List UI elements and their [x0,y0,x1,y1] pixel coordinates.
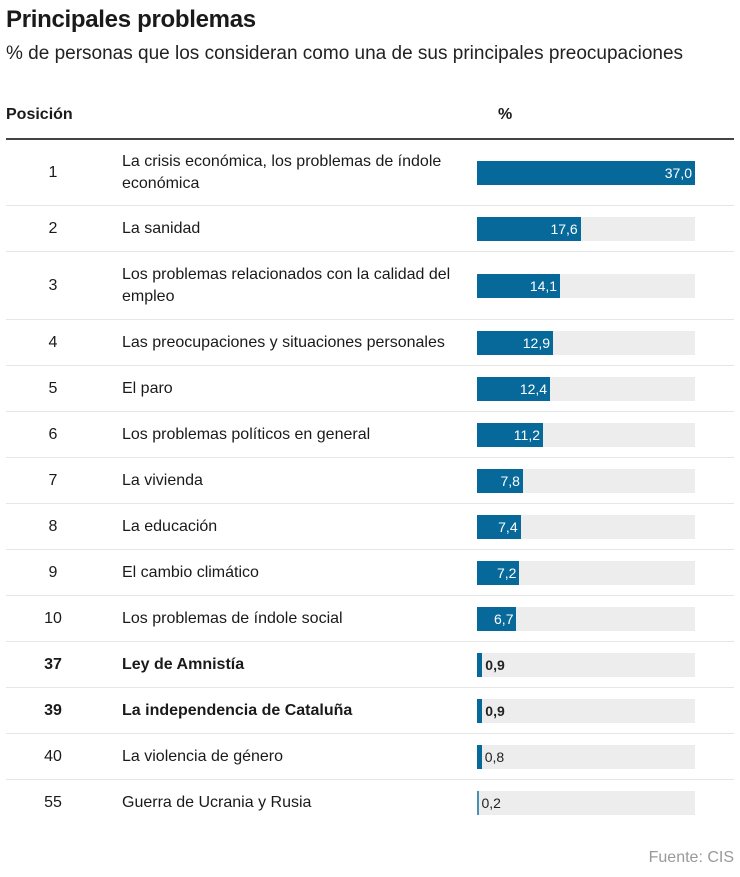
row-label: El cambio climático [122,563,259,581]
table-row: 55 Guerra de Ucrania y Rusia 0,2 [6,780,734,826]
row-label: Las preocupaciones y situaciones persona… [122,333,445,351]
bar [477,422,543,447]
bar [477,468,523,493]
table-row: 39 La independencia de Cataluña 0,9 [6,688,734,734]
table-row: 1 La crisis económica, los problemas de í… [6,140,734,206]
bar-track: 0,2 [477,791,695,815]
bar [477,514,521,539]
row-position: 9 [48,563,58,581]
row-label: La violencia de género [122,747,284,765]
row-position: 2 [48,219,58,237]
bar-track: 7,8 [477,468,695,493]
chart-title: Principales problemas [6,6,256,33]
bar-track: 11,2 [477,422,695,447]
table-row: 40 La violencia de género 0,8 [6,734,734,780]
row-label: El paro [122,379,173,397]
bar [477,216,581,241]
bar [477,744,482,769]
bar [477,376,551,401]
row-position: 40 [44,747,62,765]
row-position: 3 [48,276,58,294]
row-label: Los problemas relacionados con la calida… [122,265,451,305]
source-note: Fuente: CIS [648,849,734,866]
value-label: 14,1 [529,277,558,294]
row-label: Ley de Amnistía [122,655,245,673]
value-label: 7,2 [496,564,517,581]
bar [477,330,553,355]
bar [477,698,483,723]
row-position: 10 [44,609,62,627]
value-label: 0,2 [481,795,501,811]
value-label: 12,9 [522,334,551,351]
value-label: 0,9 [485,656,505,673]
table-row: 10 Los problemas de índole social 6,7 [6,596,734,642]
table-row: 2 La sanidad 17,6 [6,206,734,252]
row-position: 55 [44,794,62,811]
row-label: Los problemas políticos en general [122,425,371,443]
value-label: 12,4 [519,380,548,397]
row-label: La crisis económica, los problemas de ín… [122,152,442,192]
row-position: 5 [48,379,58,397]
bar-track: 37,0 [477,160,695,185]
bar-track: 7,2 [477,560,695,585]
bar-track: 7,4 [477,514,695,539]
value-label: 0,8 [484,748,505,765]
bar-track: 12,9 [477,330,695,355]
row-label: La vivienda [122,471,203,489]
value-label: 37,0 [664,164,692,181]
bar [477,791,479,815]
chart-subtitle: % de personas que los consideran como un… [6,43,684,64]
bar-track: 0,8 [477,744,695,769]
column-header-position: Posición [6,106,73,123]
value-label: 11,2 [513,426,540,443]
row-position: 39 [44,701,62,719]
table-row: 3 Los problemas relacionados con la calid… [6,252,734,320]
value-label: 17,6 [550,220,578,237]
bar-track: 17,6 [477,216,695,241]
table-row: 9 El cambio climático 7,2 [6,550,734,596]
bar [477,160,695,185]
row-position: 4 [48,333,58,351]
table-row: 8 La educación 7,4 [6,504,734,550]
row-position: 8 [48,517,58,535]
row-label: Los problemas de índole social [122,609,343,627]
row-label: La sanidad [122,219,201,237]
row-label: La educación [122,517,218,535]
value-label: 6,7 [494,610,514,627]
row-position: 7 [48,471,58,489]
row-position: 1 [48,163,58,181]
row-label: La independencia de Cataluña [122,701,353,719]
bar [477,652,483,677]
bar [477,273,561,298]
table-body: 1 La crisis económica, los problemas de í… [6,140,734,826]
table-row: 5 El paro 12,4 [6,366,734,412]
bar-track: 12,4 [477,376,695,401]
bar-track: 14,1 [477,273,695,298]
bar [477,560,520,585]
header-divider [6,138,734,140]
table-row: 4 Las preocupaciones y situaciones person… [6,320,734,366]
bar-track: 0,9 [477,652,695,677]
column-header-percent: % [498,106,513,123]
row-position: 37 [44,655,62,673]
value-label: 7,8 [500,472,520,489]
bar-track: 6,7 [477,606,695,631]
value-label: 7,4 [498,518,518,535]
row-position: 6 [48,425,58,443]
table-row: 6 Los problemas políticos en general 11,2 [6,412,734,458]
table-row: 37 Ley de Amnistía 0,9 [6,642,734,688]
row-label: Guerra de Ucrania y Rusia [122,794,312,811]
value-label: 0,9 [485,702,505,719]
table-row: 7 La vivienda 7,8 [6,458,734,504]
bar-track: 0,9 [477,698,695,723]
bar [477,606,517,631]
